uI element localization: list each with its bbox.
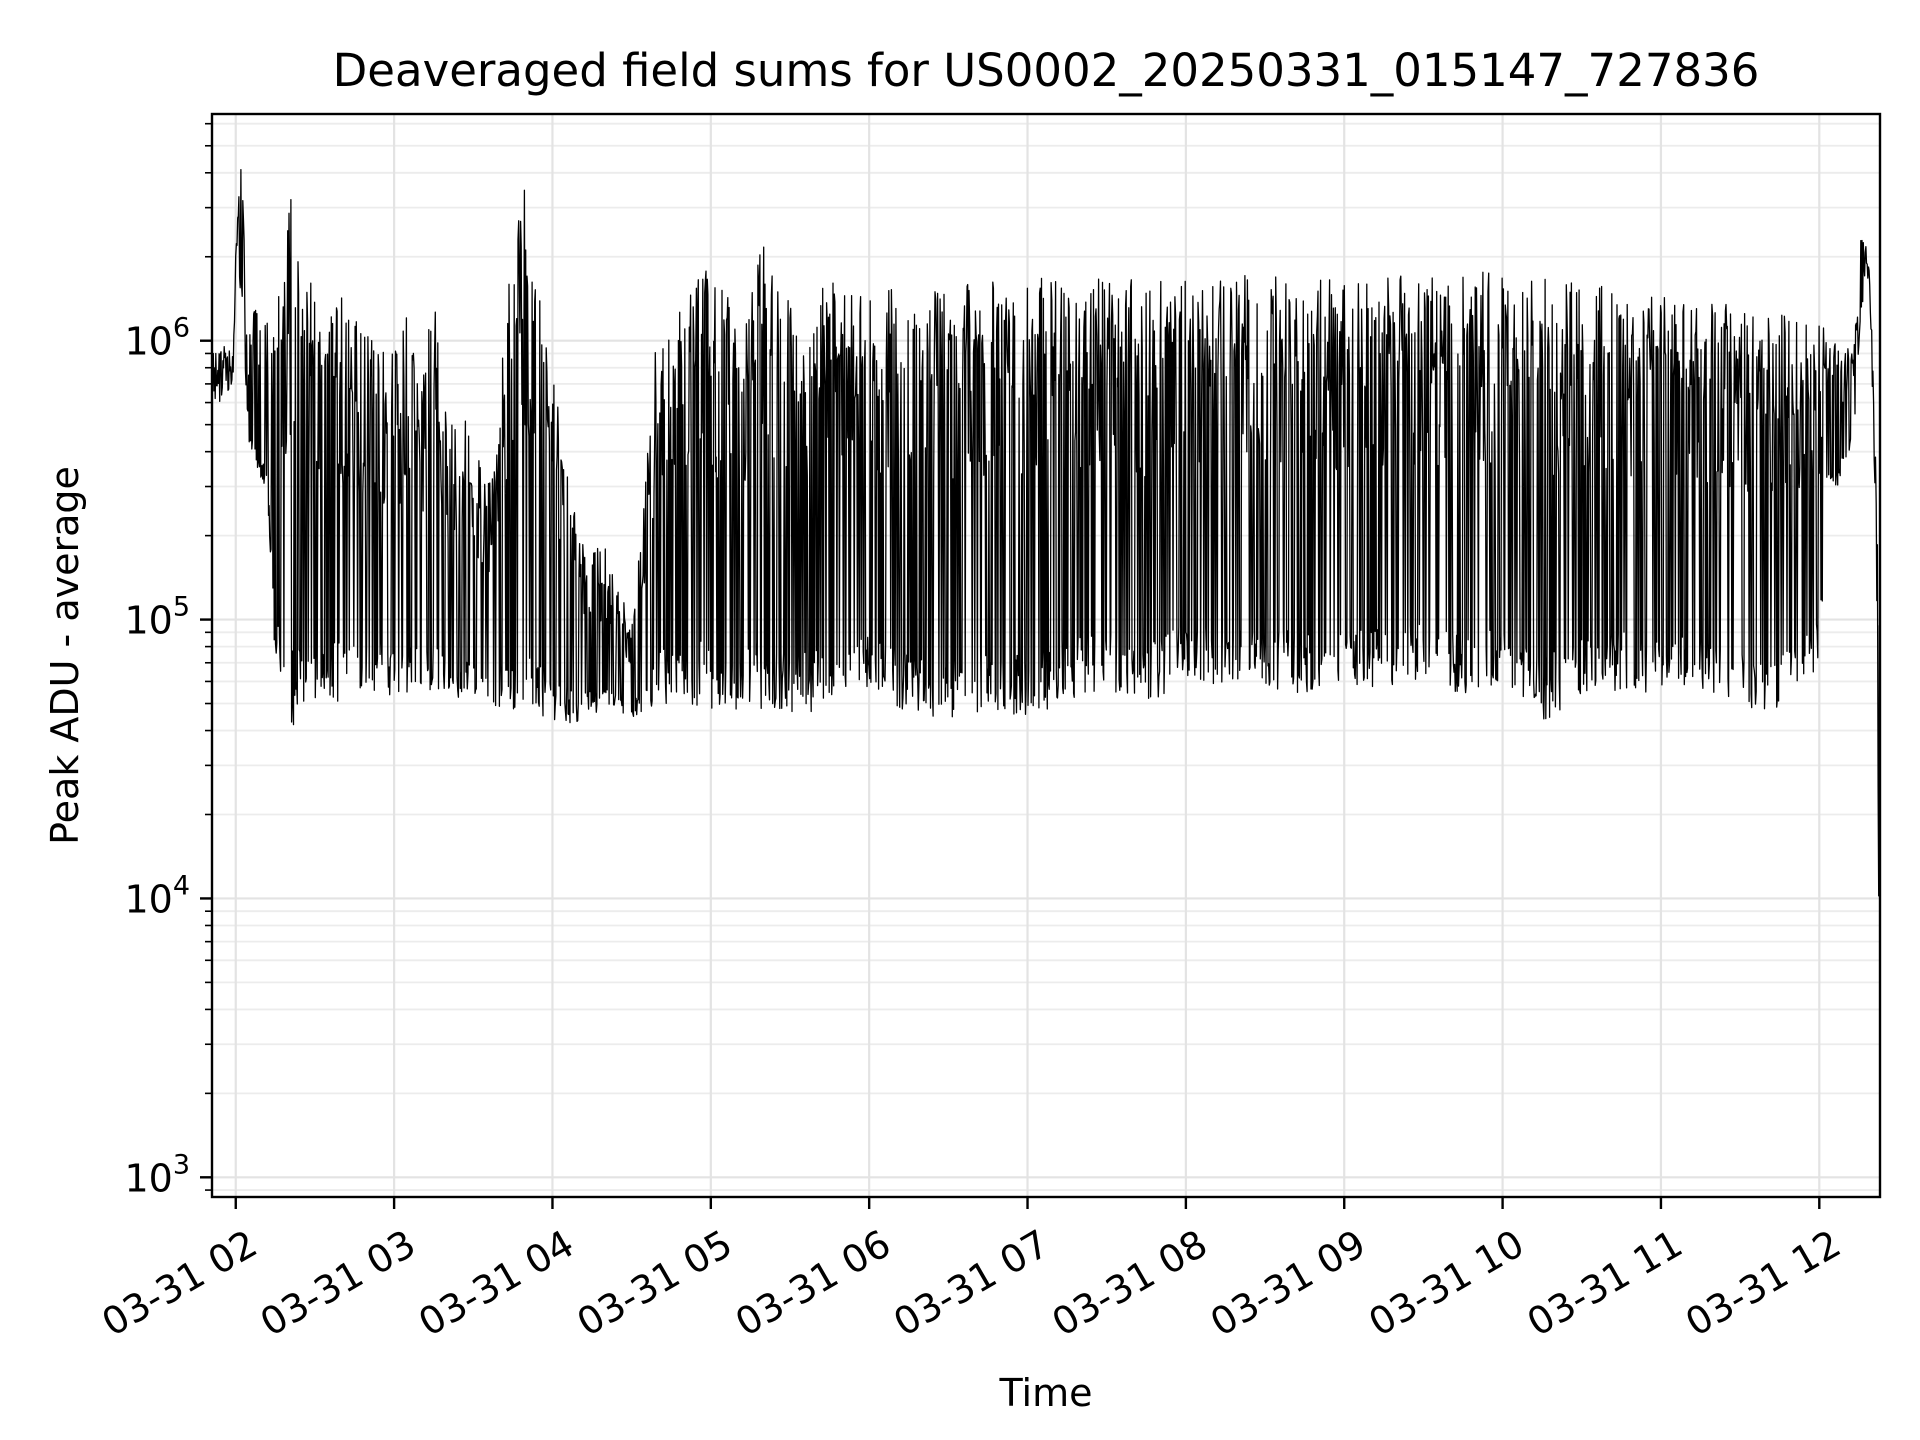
y-tick-label: 106 <box>124 313 190 364</box>
y-axis-label: Peak ADU - average <box>43 466 87 845</box>
y-tick-label: 103 <box>124 1149 190 1200</box>
chart-title: Deaveraged field sums for US0002_2025033… <box>333 44 1760 97</box>
data-series <box>211 168 1881 1178</box>
plot-frame <box>210 112 1882 1199</box>
x-axis-label: Time <box>999 1371 1093 1415</box>
series-line-0 <box>211 168 1881 1178</box>
y-tick-label: 105 <box>124 592 190 643</box>
y-tick-label: 104 <box>124 870 190 921</box>
